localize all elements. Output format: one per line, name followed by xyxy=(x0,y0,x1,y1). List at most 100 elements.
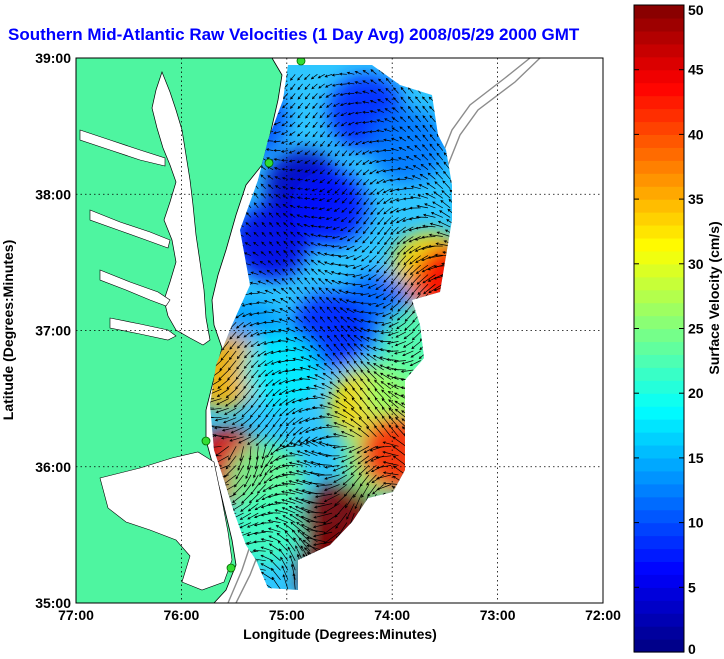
colorbar-band xyxy=(634,535,684,550)
velocity-vector xyxy=(408,226,421,232)
velocity-vector xyxy=(311,325,318,333)
velocity-vector xyxy=(370,226,377,235)
velocity-vector xyxy=(363,217,370,225)
velocity-vector xyxy=(364,455,377,464)
velocity-vector xyxy=(353,484,362,498)
velocity-vector xyxy=(359,344,370,352)
velocity-vector xyxy=(362,120,370,124)
chesapeake-bay xyxy=(151,70,211,346)
velocity-vector xyxy=(419,173,429,180)
velocity-vector xyxy=(347,325,355,333)
velocity-vector xyxy=(386,341,399,345)
velocity-vector xyxy=(299,366,311,371)
velocity-vector xyxy=(253,202,259,209)
velocity-vector xyxy=(355,217,362,224)
velocity-vector xyxy=(291,368,303,372)
velocity-vector xyxy=(292,357,303,361)
velocity-vector xyxy=(218,369,230,381)
bay-tributary-3 xyxy=(99,269,171,307)
velocity-vector xyxy=(402,341,414,348)
velocity-vector xyxy=(333,484,348,495)
x-tick-label: 72:00 xyxy=(585,607,621,623)
velocity-vector xyxy=(280,140,289,144)
velocity-vector xyxy=(235,322,244,329)
velocity-vector xyxy=(238,436,252,444)
velocity-vector xyxy=(334,411,348,419)
velocity-vector xyxy=(379,348,392,352)
velocity-vector xyxy=(368,140,377,144)
velocity-vector xyxy=(223,465,237,478)
velocity-vector xyxy=(332,455,347,461)
velocity-vector xyxy=(370,198,377,206)
velocity-vector xyxy=(326,344,333,352)
velocity-vector xyxy=(355,140,362,146)
velocity-vector xyxy=(341,420,355,428)
velocity-vector xyxy=(421,144,429,151)
velocity-vector xyxy=(267,519,281,523)
velocity-vector xyxy=(346,71,355,75)
velocity-vector xyxy=(397,245,407,256)
velocity-vector xyxy=(373,362,384,371)
velocity-vector xyxy=(210,398,215,402)
plot-area xyxy=(76,58,603,603)
velocity-vector xyxy=(268,212,274,218)
velocity-vector xyxy=(390,137,399,142)
velocity-vector xyxy=(261,221,266,228)
velocity-vector xyxy=(370,79,377,85)
velocity-vector xyxy=(361,484,370,498)
velocity-vector xyxy=(354,131,362,135)
velocity-vector xyxy=(297,178,303,182)
velocity-vector xyxy=(267,503,281,507)
velocity-vector xyxy=(407,115,414,123)
velocity-vector xyxy=(427,244,443,248)
velocity-vector xyxy=(354,70,362,75)
velocity-vector xyxy=(219,360,230,371)
velocity-vector xyxy=(274,509,288,514)
velocity-vector xyxy=(354,493,362,510)
velocity-vector xyxy=(388,399,399,409)
velocity-vector xyxy=(275,203,281,209)
velocity-vector xyxy=(281,454,296,458)
velocity-vector xyxy=(367,302,377,306)
velocity-vector xyxy=(243,331,252,338)
colorbar-tick-label: 15 xyxy=(688,450,704,466)
velocity-vector xyxy=(270,319,281,323)
velocity-vector xyxy=(448,198,452,209)
velocity-vector xyxy=(291,407,303,415)
velocity-vector xyxy=(324,278,333,285)
velocity-vector xyxy=(290,231,296,237)
velocity-vector xyxy=(319,102,325,109)
velocity-vector xyxy=(298,426,311,435)
velocity-vector xyxy=(269,455,281,465)
velocity-vector xyxy=(368,255,377,263)
velocity-vector xyxy=(346,308,355,314)
velocity-vector xyxy=(289,268,296,275)
velocity-vector xyxy=(277,540,289,552)
velocity-vector xyxy=(289,168,296,172)
velocity-vector xyxy=(282,186,289,190)
velocity-vector xyxy=(229,436,244,442)
velocity-vector xyxy=(375,169,384,174)
velocity-vector xyxy=(381,406,392,418)
velocity-vector xyxy=(338,370,348,380)
velocity-vector xyxy=(253,221,259,228)
velocity-vector xyxy=(366,345,377,352)
velocity-vector xyxy=(416,274,429,285)
velocity-vector xyxy=(408,245,421,254)
velocity-vector xyxy=(333,343,340,352)
velocity-vector xyxy=(290,258,296,266)
velocity-vector xyxy=(261,241,266,247)
velocity-vector xyxy=(299,436,311,446)
velocity-vector xyxy=(280,131,289,135)
velocity-vector xyxy=(366,361,377,371)
velocity-vector xyxy=(224,407,237,415)
y-tick-label: 35:00 xyxy=(35,595,71,611)
velocity-vector xyxy=(376,119,384,123)
velocity-vector xyxy=(390,274,399,284)
velocity-vector xyxy=(260,455,267,469)
velocity-vector xyxy=(353,360,362,371)
velocity-vector xyxy=(278,388,289,396)
colorbar-label: Surface Velocity (cm/s) xyxy=(706,221,722,374)
velocity-vector xyxy=(355,159,362,166)
velocity-vector xyxy=(297,74,303,81)
